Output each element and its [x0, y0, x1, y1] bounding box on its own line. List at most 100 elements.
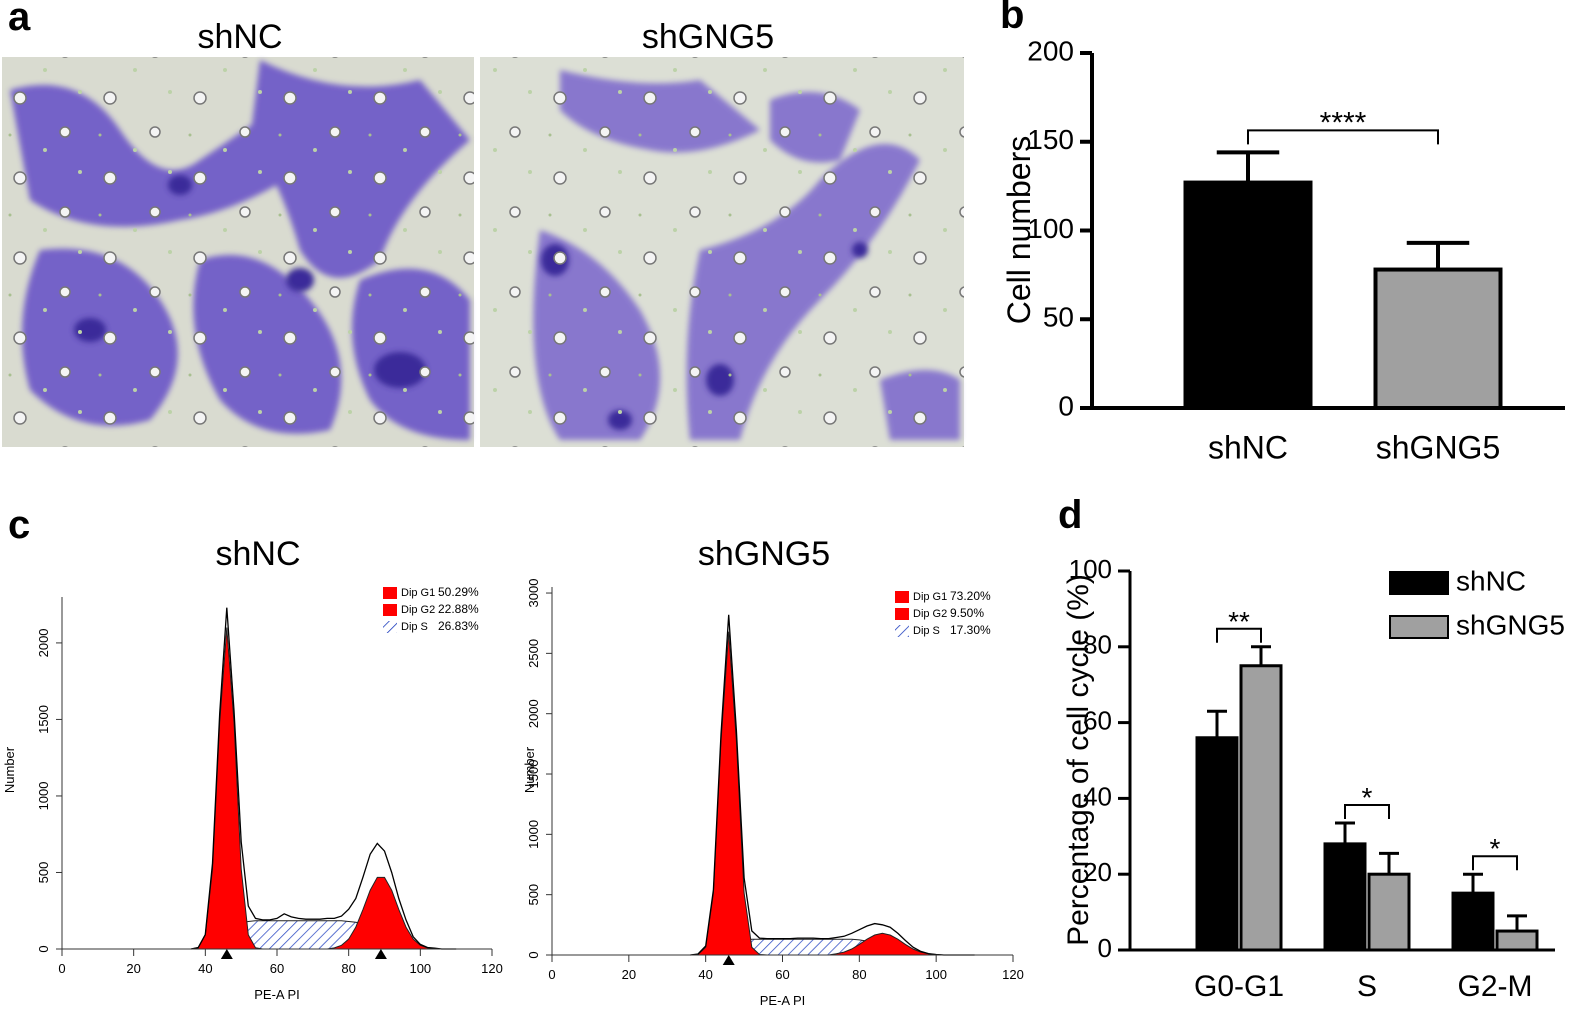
- legend-swatch: [383, 621, 397, 633]
- legend-label: Dip G2: [401, 604, 435, 616]
- legend-label: Dip S: [401, 621, 428, 633]
- legend-swatch: [895, 625, 909, 637]
- x-tick-label: 100: [925, 967, 947, 982]
- bar: [1495, 929, 1539, 952]
- significance-label: **: [1228, 606, 1250, 637]
- x-tick-label: 20: [126, 961, 140, 976]
- legend-label: shGNG5: [1456, 609, 1565, 640]
- significance-bracket: [1344, 804, 1390, 820]
- legend-label: shNC: [1456, 565, 1526, 596]
- y-tick-label: 60: [1083, 705, 1112, 735]
- x-tick-label: 120: [481, 961, 503, 976]
- x-tick-label: shNC: [1208, 429, 1288, 465]
- x-tick-label: 20: [622, 967, 636, 982]
- y-axis-label: Cell numbers: [1001, 136, 1037, 325]
- x-tick-label: 0: [548, 967, 555, 982]
- x-tick-label: 60: [775, 967, 789, 982]
- legend-value: 9.50%: [950, 606, 984, 620]
- x-tick-label: 40: [698, 967, 712, 982]
- legend-value: 17.30%: [950, 623, 991, 637]
- legend-swatch: [383, 587, 397, 599]
- population-area: [190, 627, 457, 950]
- x-tick-label: 80: [341, 961, 355, 976]
- x-tick-label: shGNG5: [1376, 429, 1500, 465]
- y-tick-label: 1000: [526, 820, 541, 849]
- legend-label: Dip G1: [401, 587, 435, 599]
- bar: [1373, 267, 1503, 410]
- x-tick-label: 100: [409, 961, 431, 976]
- y-tick-label: 1500: [36, 705, 51, 734]
- legend-value: 50.29%: [438, 585, 479, 599]
- chart-title: shGNG5: [698, 535, 830, 573]
- y-tick-label: 100: [1069, 554, 1112, 584]
- panel-label: c: [8, 503, 30, 547]
- y-tick-label: 500: [526, 884, 541, 906]
- x-tick-label: S: [1357, 970, 1377, 1003]
- panel-label: a: [8, 0, 31, 39]
- y-tick-label: 1500: [526, 760, 541, 789]
- y-tick-label: 0: [526, 951, 541, 958]
- y-tick-label: 2500: [526, 639, 541, 668]
- significance-bracket: [1216, 627, 1262, 643]
- legend-label: Dip G2: [913, 608, 947, 620]
- significance-label: *: [1490, 833, 1501, 864]
- y-tick-label: 0: [36, 945, 51, 952]
- significance-bracket: [1472, 855, 1518, 871]
- x-tick-label: 80: [852, 967, 866, 982]
- chart-title: shNC: [215, 535, 300, 573]
- y-tick-label: 0: [1058, 390, 1074, 421]
- total-curve: [190, 607, 457, 950]
- peak-marker: [374, 949, 387, 959]
- significance-label: ****: [1320, 106, 1367, 139]
- bar: [1239, 664, 1283, 952]
- legend-value: 26.83%: [438, 619, 479, 633]
- total-curve: [690, 614, 975, 956]
- y-tick-label: 2000: [526, 699, 541, 728]
- y-tick-label: 20: [1083, 857, 1112, 887]
- bar: [1451, 891, 1495, 952]
- x-axis-label: PE-A PI: [760, 993, 806, 1008]
- y-tick-label: 100: [1027, 213, 1074, 244]
- image-title: shGNG5: [642, 18, 774, 56]
- panel-label: d: [1058, 493, 1082, 537]
- y-axis-label: Percentage of cell cycle (%): [1062, 574, 1095, 946]
- bar: [1195, 736, 1239, 952]
- x-tick-label: G2-M: [1458, 970, 1533, 1003]
- panel-label: b: [1000, 0, 1024, 37]
- y-tick-label: 40: [1083, 781, 1112, 811]
- peak-marker: [722, 955, 735, 965]
- y-tick-label: 500: [36, 862, 51, 884]
- y-tick-label: 150: [1027, 124, 1074, 155]
- y-axis-label: Number: [522, 746, 537, 793]
- legend-swatch: [1389, 615, 1449, 639]
- x-tick-label: 0: [58, 961, 65, 976]
- significance-bracket: [1247, 129, 1439, 145]
- bar: [1367, 872, 1411, 952]
- legend-value: 22.88%: [438, 602, 479, 616]
- y-tick-label: 3000: [526, 579, 541, 608]
- y-tick-label: 200: [1027, 35, 1074, 66]
- micrograph-left: [2, 57, 474, 447]
- micrograph-right: [480, 57, 964, 447]
- legend-swatch: [1389, 571, 1449, 595]
- significance-label: *: [1362, 782, 1373, 813]
- legend-label: Dip S: [913, 625, 940, 637]
- x-tick-label: 120: [1002, 967, 1024, 982]
- y-tick-label: 80: [1083, 630, 1112, 660]
- y-tick-label: 0: [1098, 933, 1112, 963]
- y-tick-label: 2000: [36, 628, 51, 657]
- bar: [1323, 842, 1367, 952]
- legend-label: Dip G1: [913, 591, 947, 603]
- legend-value: 73.20%: [950, 589, 991, 603]
- x-axis-label: PE-A PI: [254, 987, 300, 1002]
- legend-swatch: [383, 604, 397, 616]
- x-tick-label: 40: [198, 961, 212, 976]
- y-axis-label: Number: [2, 746, 17, 793]
- legend-swatch: [895, 608, 909, 620]
- x-tick-label: G0-G1: [1194, 970, 1284, 1003]
- image-title: shNC: [197, 18, 282, 56]
- x-tick-label: 60: [270, 961, 284, 976]
- peak-marker: [220, 949, 233, 959]
